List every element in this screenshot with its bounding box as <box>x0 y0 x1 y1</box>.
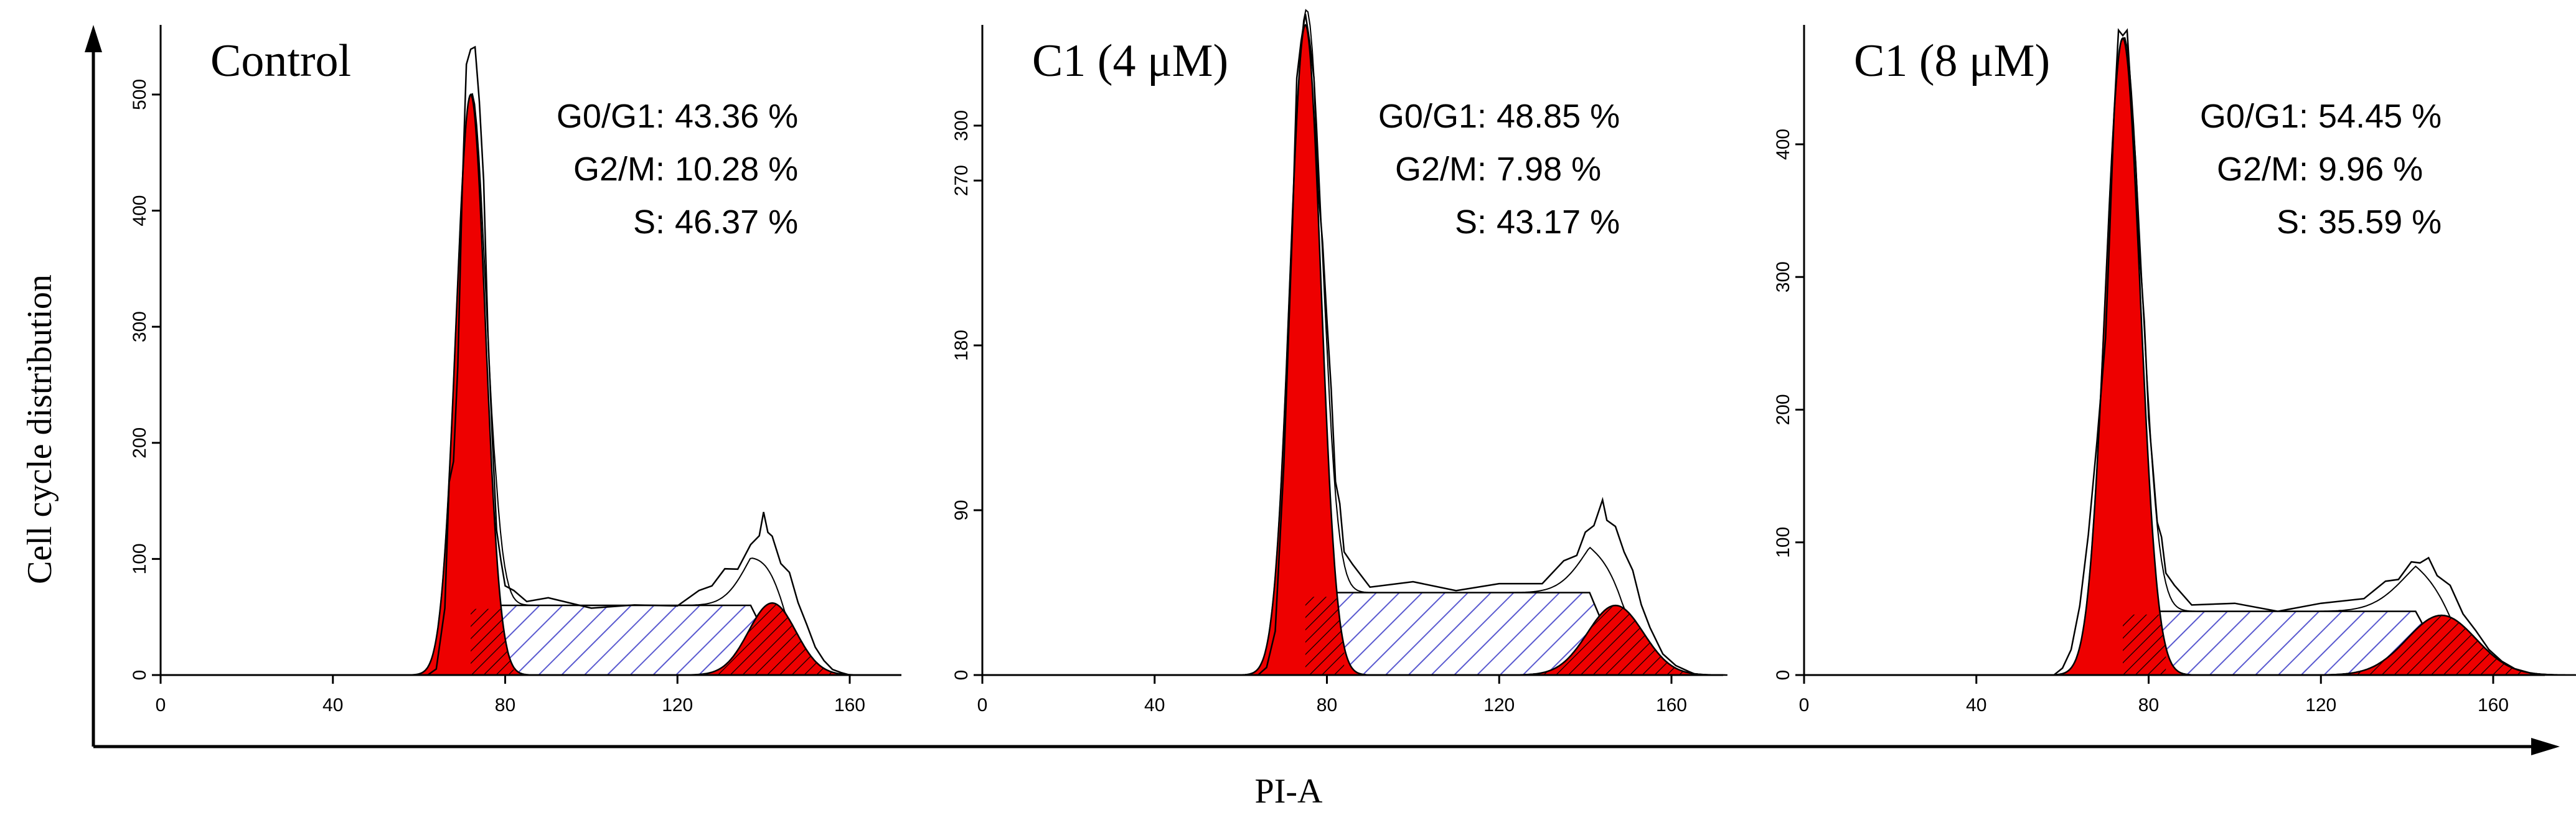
histogram-envelope <box>2053 28 2537 676</box>
phase-value-g2m: 7.98 % <box>1497 151 1601 188</box>
x-tick-label: 0 <box>977 695 988 715</box>
histogram-envelope <box>1257 14 1698 676</box>
x-tick-label: 80 <box>495 695 515 715</box>
phase-label-g2m: G2/M: <box>2217 151 2308 188</box>
phase-label-s: S: <box>1455 203 1487 241</box>
phase-label-g2m: G2/M: <box>573 151 665 188</box>
x-tick-label: 40 <box>322 695 343 715</box>
x-tick-label: 80 <box>2138 695 2159 715</box>
y-tick-label: 500 <box>129 79 150 110</box>
g2-peak-hatch <box>2303 615 2576 675</box>
y-tick-label: 100 <box>1773 527 1793 558</box>
panel-title: Control <box>210 35 351 86</box>
x-tick-label: 80 <box>1317 695 1337 715</box>
phase-value-s: 35.59 % <box>2318 203 2442 241</box>
phase-value-s: 43.17 % <box>1497 203 1620 241</box>
y-tick-label: 400 <box>129 195 150 226</box>
x-tick-label: 160 <box>1656 695 1687 715</box>
histogram-envelope <box>427 45 850 676</box>
y-tick-label: 0 <box>129 670 150 681</box>
x-tick-label: 120 <box>1483 695 1515 715</box>
y-tick-label: 0 <box>951 670 972 681</box>
panel-title: C1 (4 μM) <box>1032 35 1228 86</box>
y-tick-label: 300 <box>129 311 150 342</box>
y-tick-label: 270 <box>951 165 972 196</box>
panel-1: 0 40 80 120 160 0 100 200 300 400 500 Control G0/G1:… <box>129 25 901 715</box>
figure-y-axis-arrow <box>85 25 102 52</box>
figure-y-axis-label: Cell cycle distribution <box>21 274 59 584</box>
y-tick-label: 90 <box>951 500 972 520</box>
panel-2: 0 40 80 120 160 0 90 180 270 300 C1 (4 μM) G0/G1: 48… <box>951 9 1728 715</box>
panel-3: 0 40 80 120 160 0 100 200 300 400 C1 (8 μM) G0/G1: 5… <box>1773 25 2576 715</box>
model-fit-curve <box>1243 9 1726 676</box>
y-tick-label: 100 <box>129 543 150 574</box>
y-tick-label: 200 <box>1773 394 1793 425</box>
g1-peak <box>411 93 530 676</box>
g1-overlap-hatch <box>471 608 514 675</box>
x-tick-label: 120 <box>2305 695 2336 715</box>
g1-peak <box>1243 24 1368 676</box>
y-tick-label: 400 <box>1773 129 1793 160</box>
y-tick-label: 300 <box>1773 261 1793 292</box>
figure-x-axis-label: PI-A <box>1255 772 1323 811</box>
g2-peak-hatch <box>677 603 867 675</box>
x-tick-label: 160 <box>834 695 865 715</box>
x-tick-label: 40 <box>1144 695 1165 715</box>
phase-value-g0g1: 48.85 % <box>1497 98 1620 135</box>
phase-value-g0g1: 54.45 % <box>2318 98 2442 135</box>
x-tick-label: 160 <box>2478 695 2509 715</box>
g2-peak-hatch <box>1503 605 1728 675</box>
y-tick-label: 0 <box>1773 670 1793 681</box>
phase-value-s: 46.37 % <box>675 203 798 241</box>
g1-overlap-hatch <box>1305 597 1345 675</box>
phase-value-g2m: 10.28 % <box>675 151 798 188</box>
phase-label-g0g1: G0/G1: <box>557 98 665 135</box>
x-tick-label: 0 <box>156 695 166 715</box>
figure-x-axis-arrow <box>2531 738 2560 755</box>
panel-title: C1 (8 μM) <box>1854 35 2050 86</box>
x-tick-label: 40 <box>1966 695 1986 715</box>
phase-value-g2m: 9.96 % <box>2318 151 2423 188</box>
x-tick-label: 0 <box>1799 695 1810 715</box>
phase-value-g0g1: 43.36 % <box>675 98 798 135</box>
y-tick-label: 180 <box>951 330 972 361</box>
phase-label-g0g1: G0/G1: <box>2200 98 2308 135</box>
g1-overlap-hatch <box>2123 614 2166 675</box>
y-tick-label: 200 <box>129 427 150 459</box>
y-tick-label: 300 <box>951 110 972 141</box>
phase-label-g2m: G2/M: <box>1395 151 1487 188</box>
phase-label-s: S: <box>2277 203 2308 241</box>
phase-label-g0g1: G0/G1: <box>1378 98 1487 135</box>
phase-label-s: S: <box>633 203 665 241</box>
x-tick-label: 120 <box>662 695 693 715</box>
